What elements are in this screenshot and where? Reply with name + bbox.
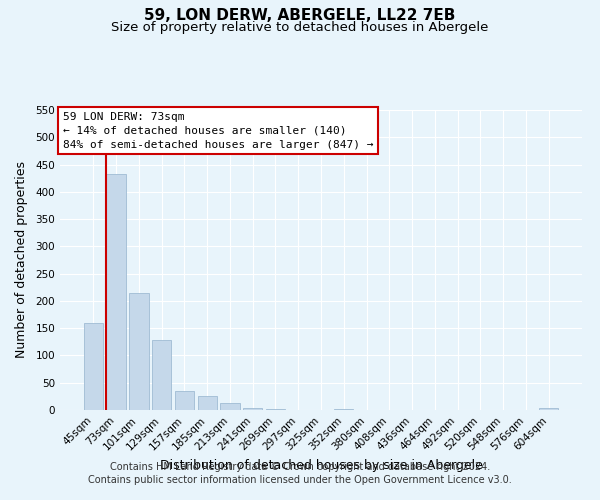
- Bar: [106, 174, 126, 410]
- Bar: [129, 292, 149, 410]
- Bar: [152, 340, 172, 410]
- X-axis label: Distribution of detached houses by size in Abergele: Distribution of detached houses by size …: [160, 458, 482, 471]
- Y-axis label: Number of detached properties: Number of detached properties: [16, 162, 28, 358]
- Bar: [175, 391, 194, 410]
- Bar: [220, 404, 239, 410]
- Text: Size of property relative to detached houses in Abergele: Size of property relative to detached ho…: [112, 21, 488, 34]
- Text: 59, LON DERW, ABERGELE, LL22 7EB: 59, LON DERW, ABERGELE, LL22 7EB: [145, 8, 455, 22]
- Text: Contains HM Land Registry data © Crown copyright and database right 2024.: Contains HM Land Registry data © Crown c…: [110, 462, 490, 472]
- Text: Contains public sector information licensed under the Open Government Licence v3: Contains public sector information licen…: [88, 475, 512, 485]
- Text: 59 LON DERW: 73sqm
← 14% of detached houses are smaller (140)
84% of semi-detach: 59 LON DERW: 73sqm ← 14% of detached hou…: [62, 112, 373, 150]
- Bar: [539, 408, 558, 410]
- Bar: [84, 322, 103, 410]
- Bar: [243, 408, 262, 410]
- Bar: [197, 396, 217, 410]
